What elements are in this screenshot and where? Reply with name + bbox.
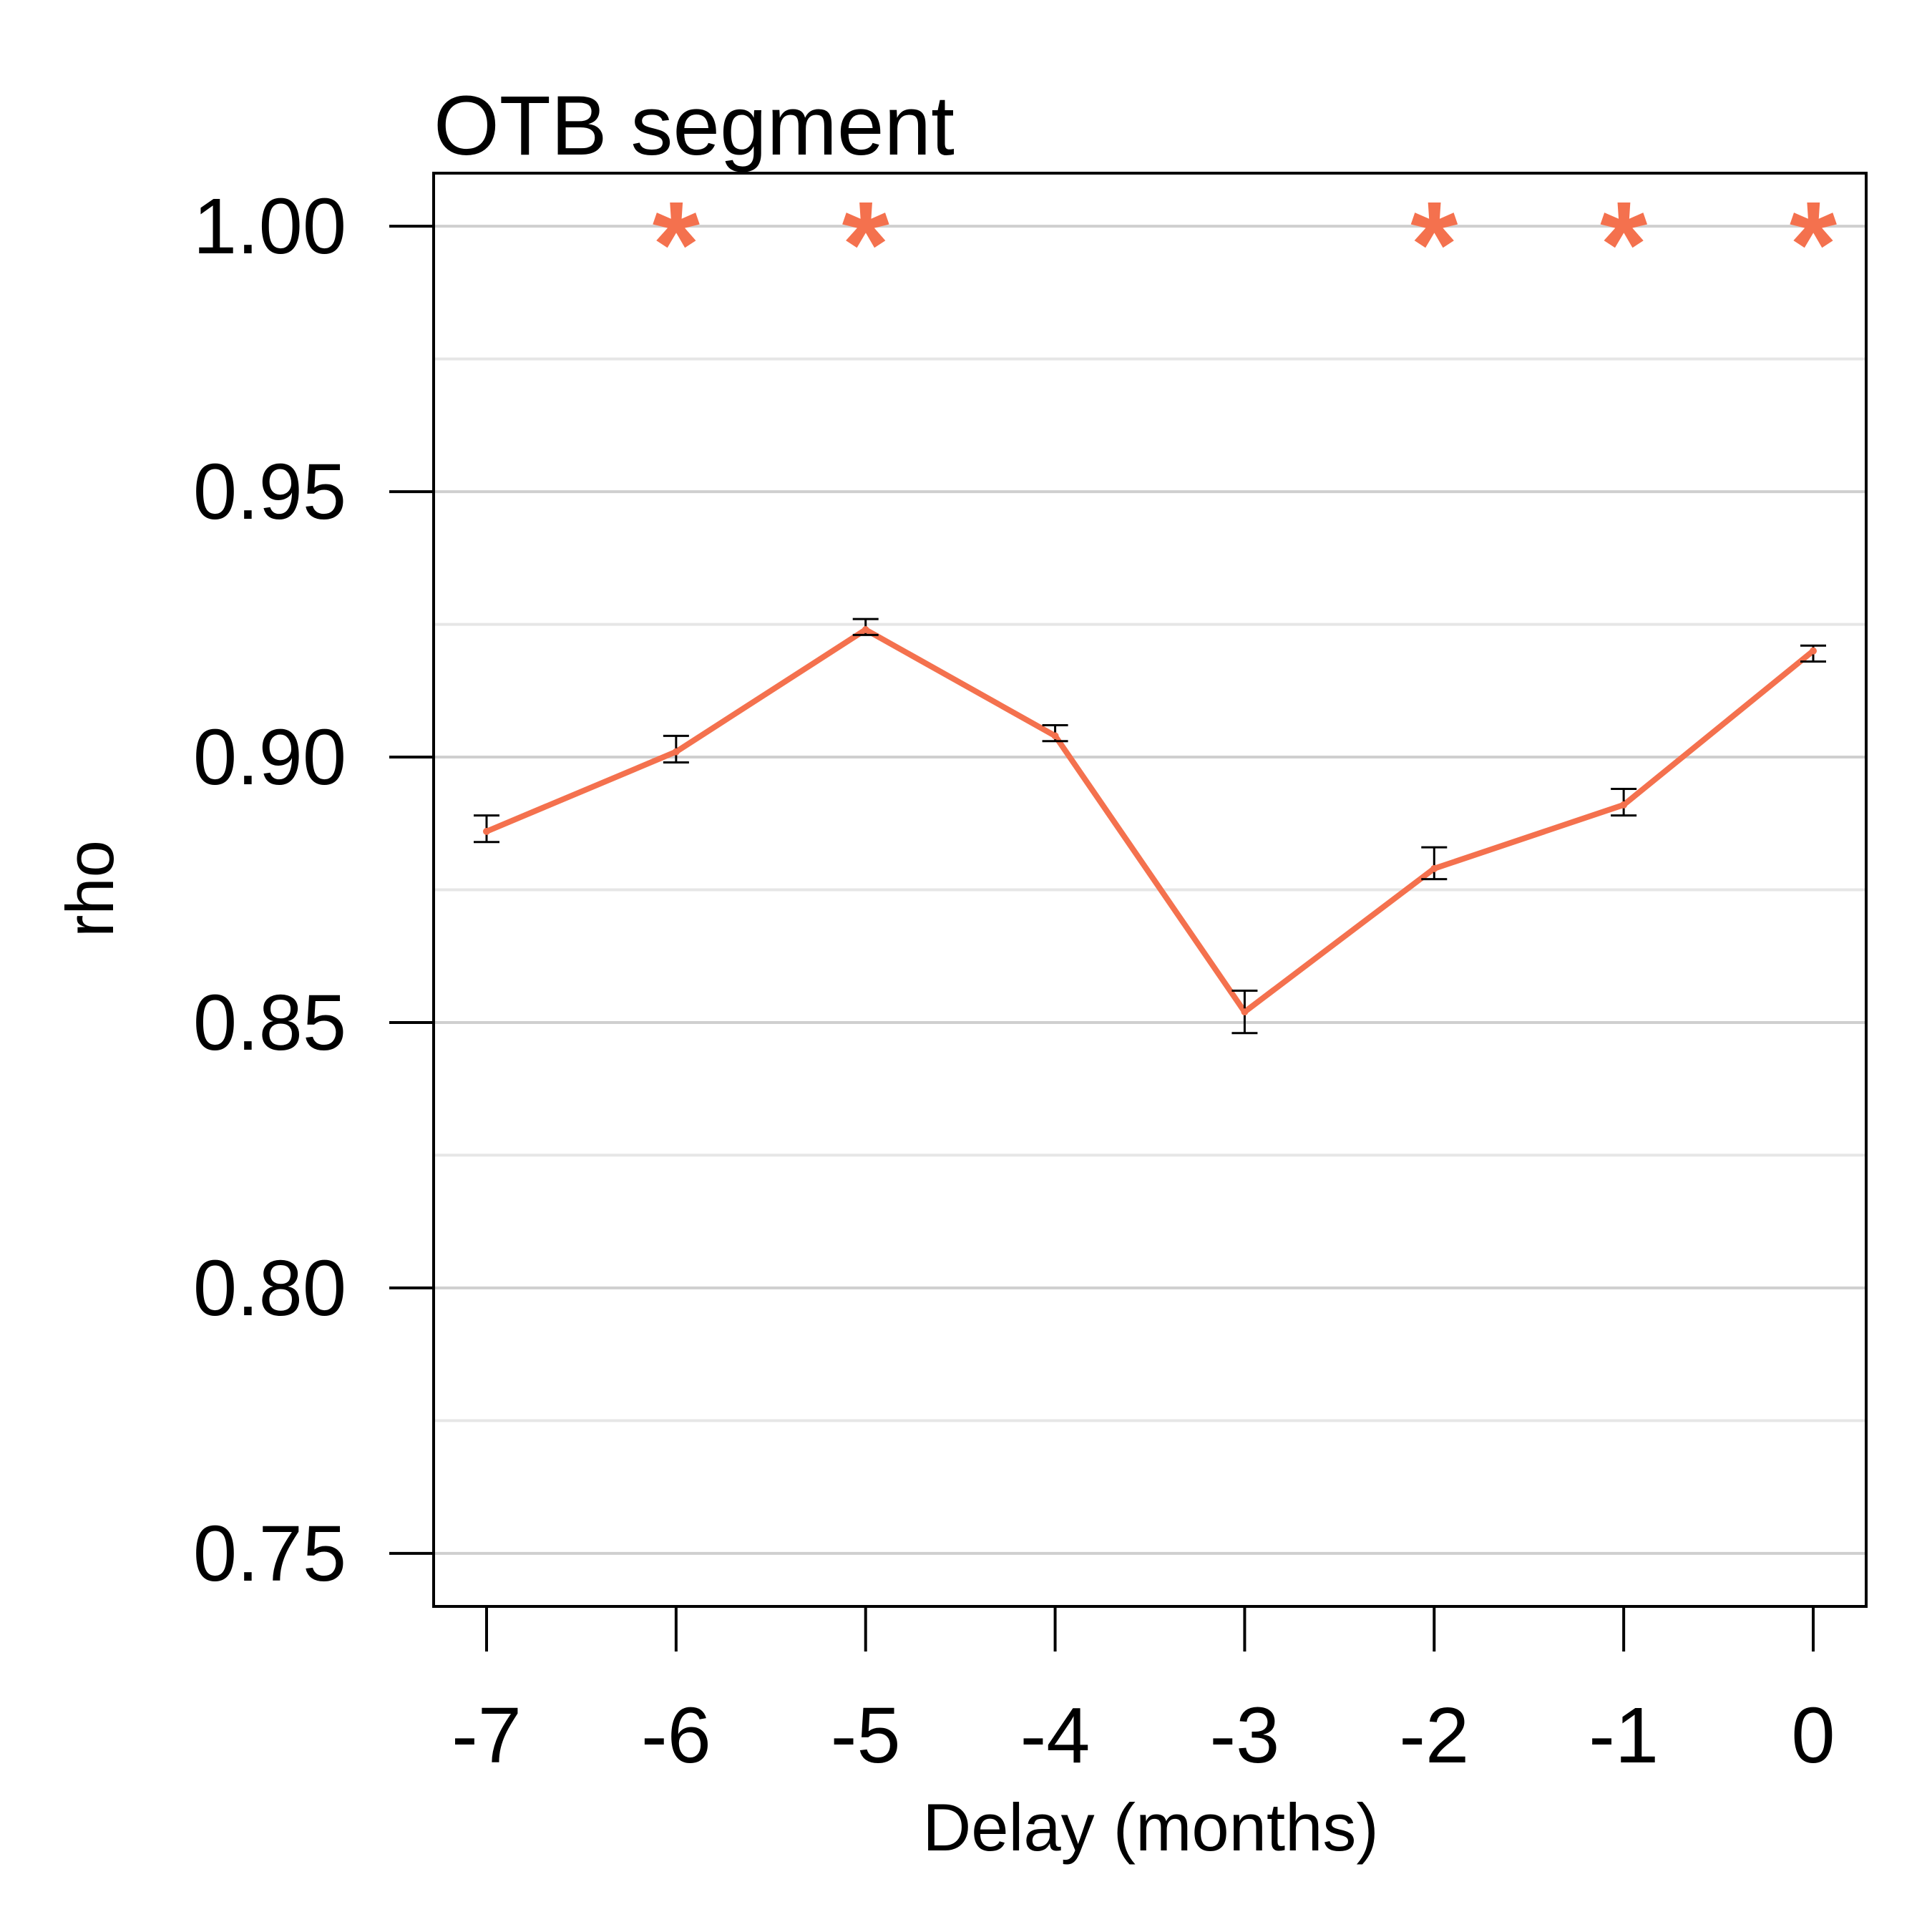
x-tick-label: 0 xyxy=(1791,1692,1835,1780)
data-point xyxy=(1051,732,1059,740)
significance-star: * xyxy=(653,177,700,313)
y-axis: 0.75 0.80 0.85 0.90 0.95 1.00 xyxy=(193,182,434,1598)
significance-star: * xyxy=(1410,177,1458,313)
y-tick-label: 0.95 xyxy=(193,448,346,536)
y-axis-label: rho xyxy=(52,840,127,937)
x-tick-label: -2 xyxy=(1399,1692,1469,1780)
data-point xyxy=(1430,864,1438,872)
y-tick-label: 1.00 xyxy=(193,182,346,270)
x-tick-label: -7 xyxy=(452,1692,522,1780)
chart-title: OTB segment xyxy=(434,79,955,173)
data-point xyxy=(1620,801,1628,809)
y-tick-label: 0.80 xyxy=(193,1244,346,1332)
x-tick-label: -4 xyxy=(1020,1692,1091,1780)
data-point xyxy=(1810,647,1817,655)
x-tick-label: -1 xyxy=(1589,1692,1659,1780)
x-tick-label: -3 xyxy=(1210,1692,1280,1780)
series-line xyxy=(485,626,1815,1015)
significance-markers: * * * * * xyxy=(653,177,1837,313)
x-axis: -7 -6 -5 -4 -3 -2 -1 0 xyxy=(452,1606,1835,1780)
data-point xyxy=(862,625,869,633)
series-layer xyxy=(474,618,1826,1035)
data-point xyxy=(672,748,680,756)
data-point xyxy=(483,827,490,835)
x-tick-label: -6 xyxy=(641,1692,711,1780)
y-tick-label: 0.85 xyxy=(193,979,346,1067)
y-tick-label: 0.90 xyxy=(193,713,346,801)
significance-star: * xyxy=(842,177,889,313)
significance-star: * xyxy=(1600,177,1647,313)
data-point xyxy=(1241,1008,1249,1016)
y-tick-label: 0.75 xyxy=(193,1510,346,1598)
x-axis-label: Delay (months) xyxy=(922,1790,1378,1865)
significance-star: * xyxy=(1790,177,1837,313)
x-tick-label: -5 xyxy=(831,1692,901,1780)
plot-frame xyxy=(432,172,1868,1608)
gridlines xyxy=(434,225,1866,1555)
